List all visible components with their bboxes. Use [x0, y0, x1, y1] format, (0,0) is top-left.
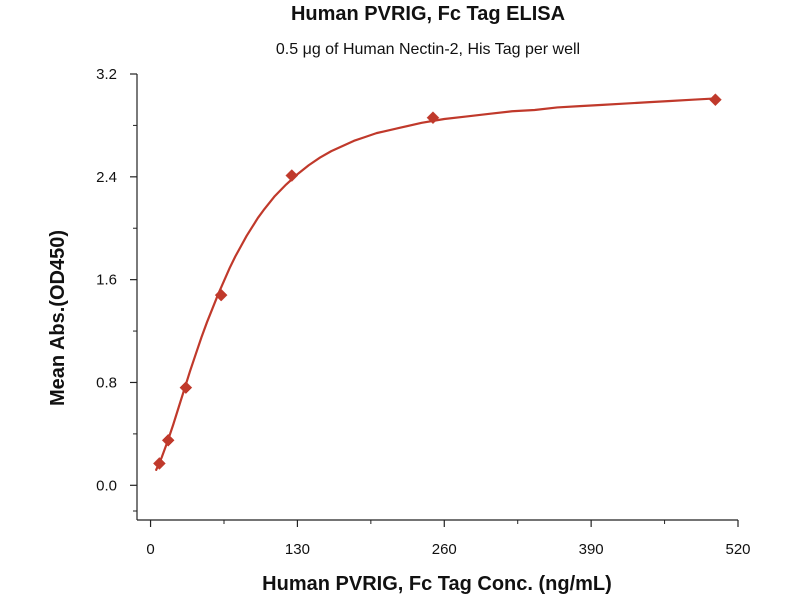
y-axis-label: Mean Abs.(OD450)	[47, 230, 69, 406]
chart-title: Human PVRIG, Fc Tag ELISA	[291, 3, 565, 25]
y-tick-label: 2.4	[96, 169, 117, 186]
y-tick-label: 1.6	[96, 272, 117, 289]
y-tick-label: 0.8	[96, 374, 117, 391]
x-tick-label: 130	[285, 541, 310, 558]
fit-curve	[155, 97, 717, 471]
data-point	[426, 111, 440, 125]
x-tick-label: 0	[146, 541, 154, 558]
y-tick-label: 0.0	[96, 477, 117, 494]
data-points-layer	[153, 93, 722, 470]
fit-curve-layer	[155, 97, 717, 471]
chart-subtitle: 0.5 μg of Human Nectin-2, His Tag per we…	[276, 41, 580, 58]
data-point	[709, 93, 722, 107]
axes: 0 130 260 390 520 0.0 0.8 1.6 2.4 3.2	[96, 66, 750, 558]
data-point	[179, 381, 193, 394]
y-tick-label: 3.2	[96, 66, 117, 83]
data-point	[214, 288, 228, 302]
x-tick-label: 260	[432, 541, 457, 558]
x-axis-label: Human PVRIG, Fc Tag Conc. (ng/mL)	[262, 573, 612, 595]
data-point	[153, 457, 166, 470]
data-point	[285, 169, 299, 182]
x-tick-label: 390	[579, 541, 604, 558]
data-point	[161, 433, 175, 447]
x-tick-label: 520	[725, 541, 750, 558]
